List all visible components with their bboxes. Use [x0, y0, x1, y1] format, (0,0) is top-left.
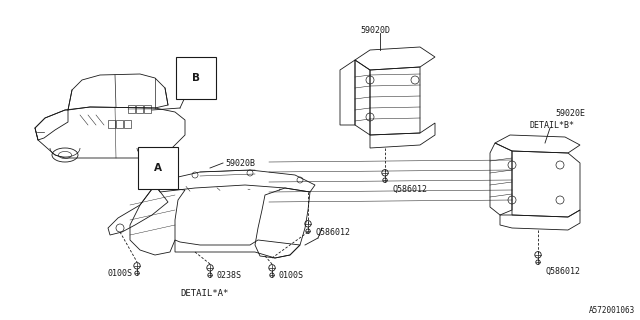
Text: 0100S: 0100S: [107, 269, 132, 278]
Text: 59020D: 59020D: [360, 26, 390, 35]
Text: DETAIL*A*: DETAIL*A*: [181, 290, 229, 299]
Text: 0100S: 0100S: [278, 271, 303, 281]
Text: 59020E: 59020E: [555, 108, 585, 117]
Text: DETAIL*B*: DETAIL*B*: [530, 121, 575, 130]
Text: B: B: [192, 73, 200, 83]
Text: A: A: [154, 163, 162, 173]
Text: Q586012: Q586012: [315, 228, 350, 236]
Text: 59020B: 59020B: [225, 158, 255, 167]
Text: Q586012: Q586012: [392, 185, 427, 194]
Text: 0238S: 0238S: [216, 271, 241, 281]
Text: A572001063: A572001063: [589, 306, 635, 315]
Text: Q586012: Q586012: [545, 267, 580, 276]
